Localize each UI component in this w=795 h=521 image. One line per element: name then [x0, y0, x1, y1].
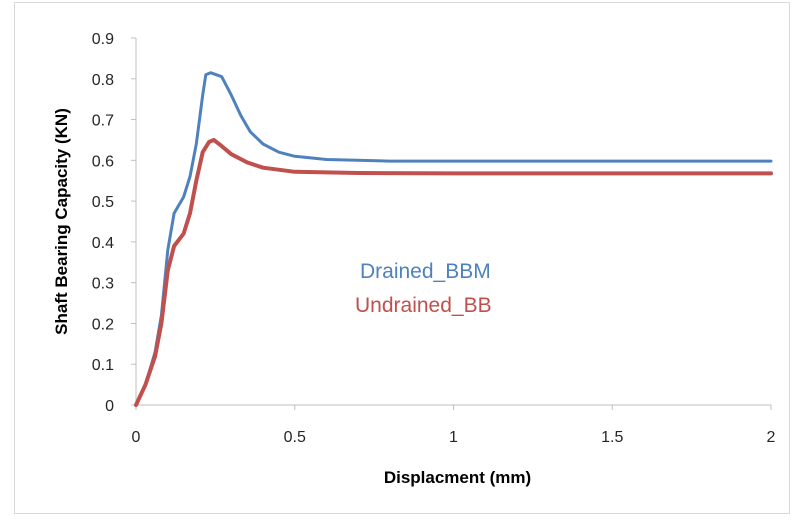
x-tick-label: 0 [132, 429, 141, 446]
y-tick-label: 0 [105, 398, 114, 415]
y-tick-label: 0.6 [92, 153, 114, 170]
y-tick-label: 0.3 [92, 276, 114, 293]
series-layer [136, 73, 771, 405]
y-tick-label: 0.2 [92, 316, 114, 333]
x-tick-label: 0.5 [284, 429, 306, 446]
y-tick-label: 0.1 [92, 357, 114, 374]
legend-entry-drained-bbm: Drained_BBM [360, 260, 491, 283]
axes: 0 0.1 0.2 0.3 0.4 0.5 0.6 0.7 0.8 0.9 0 0.5 1 1.5 2 [92, 31, 776, 446]
x-tick-label: 1 [449, 429, 458, 446]
x-axis-title: Displacment (mm) [384, 468, 531, 487]
x-tick-label: 2 [767, 429, 776, 446]
y-tick-label: 0.7 [92, 113, 114, 130]
y-tick-label: 0.4 [92, 235, 114, 252]
series-line-drained-bbm [136, 73, 771, 405]
legend-entry-undrained-bb: Undrained_BB [355, 294, 492, 317]
y-tick-label: 0.5 [92, 194, 114, 211]
y-tick-label: 0.8 [92, 72, 114, 89]
y-tick-label: 0.9 [92, 31, 114, 48]
x-tick-label: 1.5 [601, 429, 623, 446]
y-axis-title: Shaft Bearing Capacity (KN) [52, 108, 71, 335]
